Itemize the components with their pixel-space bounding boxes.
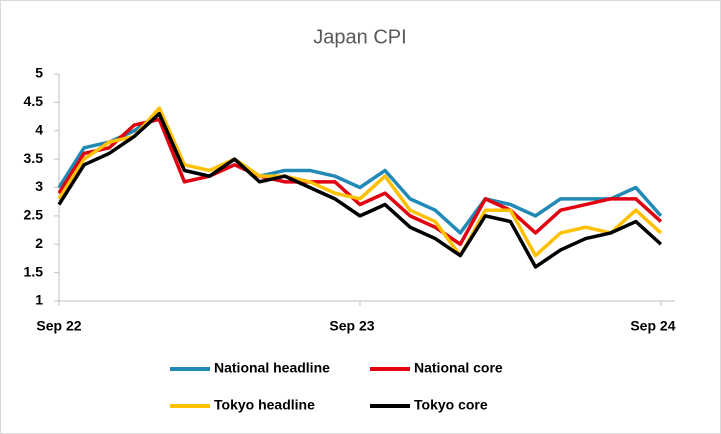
y-tick-label: 4 <box>35 121 43 137</box>
legend-label: National core <box>414 360 503 376</box>
y-tick-label: 4.5 <box>24 93 44 109</box>
y-tick-label: 5 <box>35 65 43 81</box>
x-tick-label: Sep 23 <box>329 318 374 334</box>
x-tick-label: Sep 24 <box>630 318 675 334</box>
x-tick-label: Sep 22 <box>36 318 81 334</box>
series-line <box>57 106 663 258</box>
y-tick-label: 2.5 <box>24 207 44 223</box>
y-tick-label: 3 <box>35 178 43 194</box>
legend-label: Tokyo core <box>414 397 488 413</box>
legend-label: National headline <box>214 360 330 376</box>
legend-label: Tokyo headline <box>214 397 315 413</box>
y-tick-label: 2 <box>35 235 43 251</box>
series-line <box>57 117 663 246</box>
series-line <box>57 111 663 269</box>
chart-title: Japan CPI <box>313 26 406 48</box>
y-tick-label: 1.5 <box>24 263 44 279</box>
y-tick-label: 1 <box>35 292 43 308</box>
y-tick-label: 3.5 <box>24 150 44 166</box>
